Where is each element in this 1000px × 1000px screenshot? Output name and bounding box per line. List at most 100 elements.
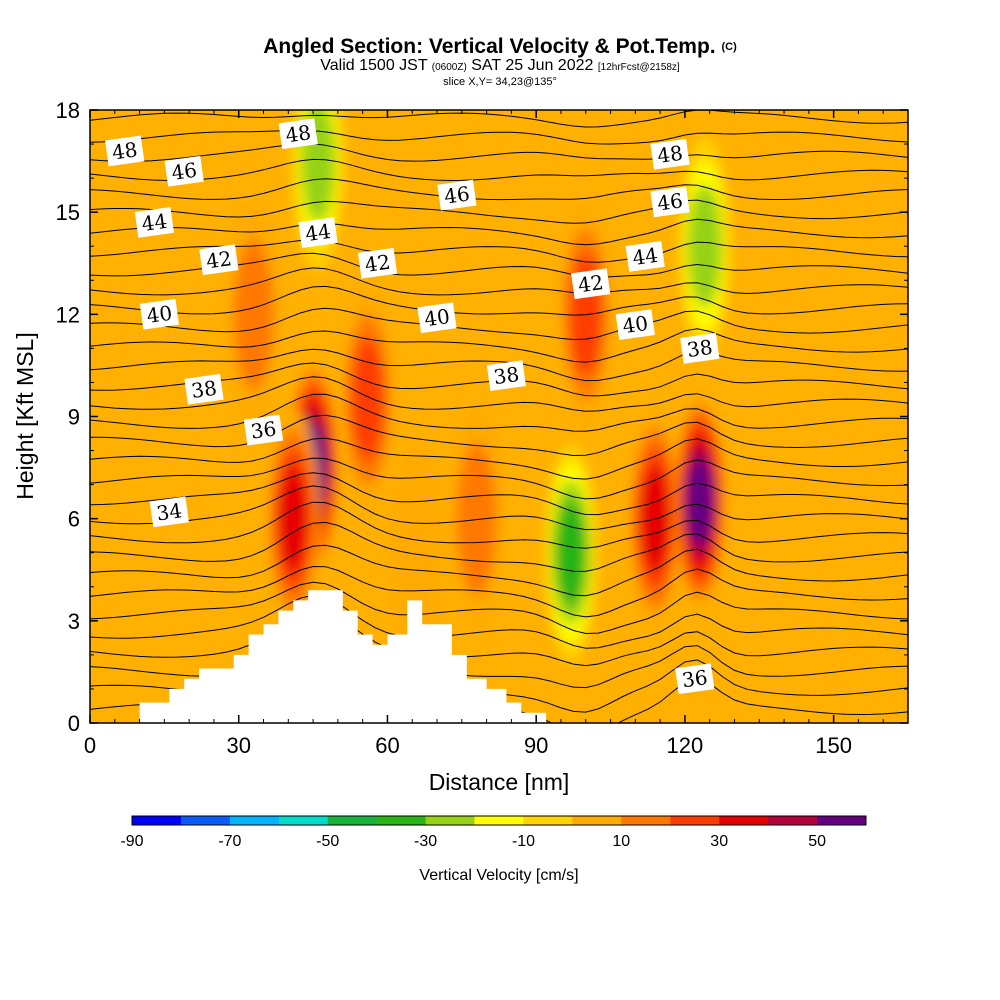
contour-label-text: 34: [155, 498, 184, 525]
colorbar-swatch: [621, 816, 671, 825]
theta-contour-10: [90, 485, 908, 531]
contour-label-7: 34: [149, 496, 189, 528]
theta-contour-16: [90, 376, 908, 412]
contour-label-text: 44: [631, 243, 660, 270]
contour-label-1: 46: [164, 155, 204, 187]
contour-label-text: 36: [681, 665, 710, 692]
colorbar-tick-label: -50: [316, 833, 339, 850]
colorbar-tick-label: 50: [808, 833, 826, 850]
theta-contour-25: [90, 218, 908, 246]
theta-contour-3: [90, 609, 908, 667]
colorbar-swatch: [327, 816, 378, 825]
theta-contour-19: [90, 328, 908, 363]
contour-label-13: 38: [486, 360, 527, 391]
contour-label-19: 38: [680, 333, 720, 364]
colorbar-tick-label: -70: [218, 833, 241, 850]
colorbar-swatch: [425, 816, 475, 825]
contour-label-11: 46: [437, 179, 477, 211]
y-tick-label: 3: [68, 609, 80, 634]
colorbar-swatch: [180, 816, 231, 825]
contour-label-18: 46: [650, 186, 690, 218]
velocity-cell-1-4: [277, 465, 309, 572]
colorbar-tick-label: -30: [414, 833, 437, 850]
theta-contour-13: [90, 437, 908, 480]
y-tick-label: 15: [56, 200, 80, 225]
x-tick-label: 150: [815, 733, 852, 758]
contour-label-17: 48: [650, 138, 690, 170]
contour-label-5: 38: [184, 373, 224, 405]
colorbar-swatch: [278, 816, 329, 825]
contour-label-text: 46: [656, 188, 685, 215]
velocity-cell-9-3: [687, 184, 722, 308]
contour-label-text: 42: [205, 246, 234, 273]
chart-valid-time: Valid 1500 JST (0600Z) SAT 25 Jun 2022 […: [320, 57, 680, 74]
colorbar-swatch: [523, 816, 573, 825]
colorbar-tick-label: -90: [120, 833, 143, 850]
contour-label-text: 48: [656, 141, 685, 168]
contour-label-20: 36: [675, 663, 715, 695]
contour-label-text: 42: [363, 250, 392, 277]
theta-contour-29: [90, 143, 908, 162]
contour-label-text: 44: [304, 219, 333, 246]
contour-label-text: 40: [423, 304, 452, 331]
theta-contour-14: [90, 414, 908, 457]
contour-label-text: 44: [140, 209, 169, 236]
velocity-cell-4-6: [686, 457, 714, 547]
colorbar-swatch: [719, 816, 769, 825]
colorbar-title: Vertical Velocity [cm/s]: [419, 867, 578, 884]
contour-label-6: 36: [243, 414, 284, 446]
contour-label-group: 4846444240383634484442464038424440484638…: [105, 118, 720, 695]
contour-label-10: 42: [357, 247, 398, 279]
theta-contour-18: [90, 348, 908, 382]
contour-label-text: 38: [686, 335, 715, 362]
x-tick-label: 90: [524, 733, 548, 758]
theta-contour-7: [90, 544, 908, 597]
terrain-mask: [90, 590, 908, 723]
contour-label-text: 42: [576, 270, 605, 297]
chart-title-block: Angled Section: Vertical Velocity & Pot.…: [0, 35, 1000, 89]
contour-label-text: 38: [190, 376, 219, 403]
velocity-cell-7-2: [457, 442, 497, 595]
y-tick-label: 6: [68, 507, 80, 532]
theta-contour-27: [90, 178, 908, 201]
theta-contour-12: [90, 457, 908, 500]
contour-label-8: 48: [278, 118, 318, 150]
theta-contour-20: [90, 307, 908, 341]
x-axis-title: Distance [nm]: [429, 769, 570, 795]
chart-slice-info: slice X,Y= 34,23@135°: [443, 76, 557, 88]
contour-label-16: 40: [615, 309, 655, 340]
contour-label-15: 44: [625, 241, 665, 272]
x-tick-label: 120: [667, 733, 704, 758]
theta-contour-26: [90, 199, 908, 224]
colorbar-swatch: [670, 816, 720, 825]
contour-label-14: 42: [571, 268, 611, 300]
contour-label-0: 48: [105, 135, 145, 167]
colorbar-swatch: [768, 816, 818, 825]
velocity-cell-2-3: [350, 338, 385, 461]
colorbar-swatch: [572, 816, 622, 825]
colorbar-swatch: [229, 816, 280, 825]
colorbar-tick-label: 30: [710, 833, 728, 850]
chart-title: Angled Section: Vertical Velocity & Pot.…: [263, 35, 737, 58]
contour-label-text: 36: [249, 416, 278, 443]
colorbar-swatch: [376, 816, 427, 825]
x-axis: 0 30 60 90 120 150: [84, 110, 884, 758]
contour-label-text: 46: [170, 158, 199, 185]
colorbar-tick-label: -10: [512, 833, 535, 850]
contour-label-text: 46: [443, 181, 472, 208]
y-tick-label: 12: [56, 302, 80, 327]
y-axis-title: Height [Kft MSL]: [12, 332, 38, 499]
contour-label-text: 40: [145, 301, 174, 328]
theta-contour-15: [90, 393, 908, 432]
contour-label-text: 40: [621, 311, 650, 338]
contour-label-text: 48: [284, 120, 313, 147]
contour-label-3: 42: [199, 244, 239, 276]
x-tick-label: 0: [84, 733, 96, 758]
velocity-cell-8-4: [555, 499, 587, 607]
theta-contour-22: [90, 267, 908, 296]
contour-label-text: 48: [110, 137, 139, 164]
theta-contour-31: [90, 110, 908, 128]
y-tick-label: 18: [56, 98, 80, 123]
